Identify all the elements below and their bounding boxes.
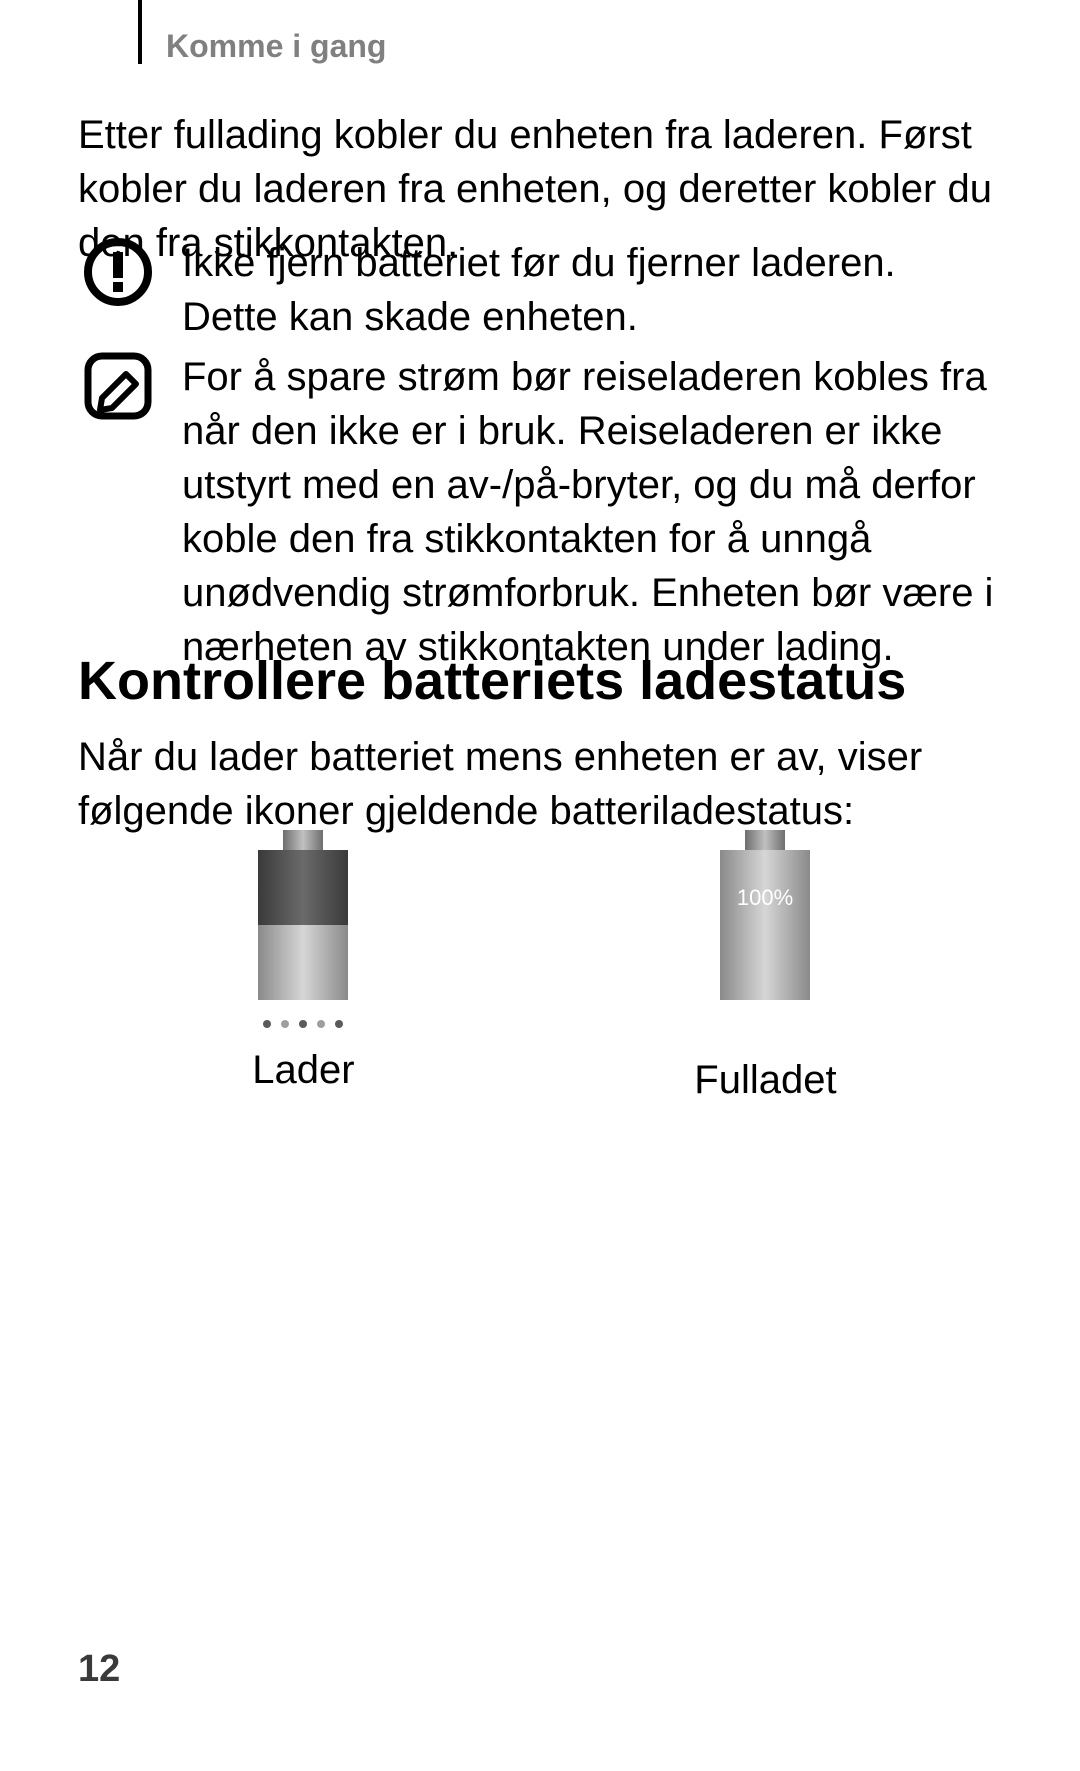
page-number: 12 [78, 1648, 120, 1691]
status-paragraph: Når du lader batteriet mens enheten er a… [78, 730, 1002, 838]
note-callout: For å spare strøm bør reiseladeren koble… [78, 350, 1002, 674]
warning-callout: Ikke fjern batteriet før du fjerner lade… [78, 236, 1002, 344]
note-icon [78, 350, 158, 422]
battery-charging-col: Lader [243, 830, 363, 1103]
dot [335, 1020, 343, 1028]
battery-percent-text: 100% [737, 885, 793, 910]
battery-full-label: Fulladet [694, 1058, 836, 1103]
dot [299, 1020, 307, 1028]
section-label: Komme i gang [166, 28, 386, 65]
heading: Kontrollere batteriets ladestatus [78, 650, 906, 712]
battery-full-col: 100% Fulladet [694, 830, 836, 1103]
dot [263, 1020, 271, 1028]
battery-charging-label: Lader [252, 1048, 354, 1093]
header-rule [138, 0, 142, 64]
battery-charging-icon [243, 830, 363, 1000]
warning-icon [78, 236, 158, 308]
dot [281, 1020, 289, 1028]
battery-row: Lader 100% [78, 830, 1002, 1103]
battery-full-icon: 100% [705, 830, 825, 1000]
charging-dots [263, 1020, 343, 1028]
dot [317, 1020, 325, 1028]
page: Komme i gang Etter fullading kobler du e… [0, 0, 1080, 1771]
warning-text: Ikke fjern batteriet før du fjerner lade… [182, 236, 1002, 344]
note-text: For å spare strøm bør reiseladeren koble… [182, 350, 1002, 674]
